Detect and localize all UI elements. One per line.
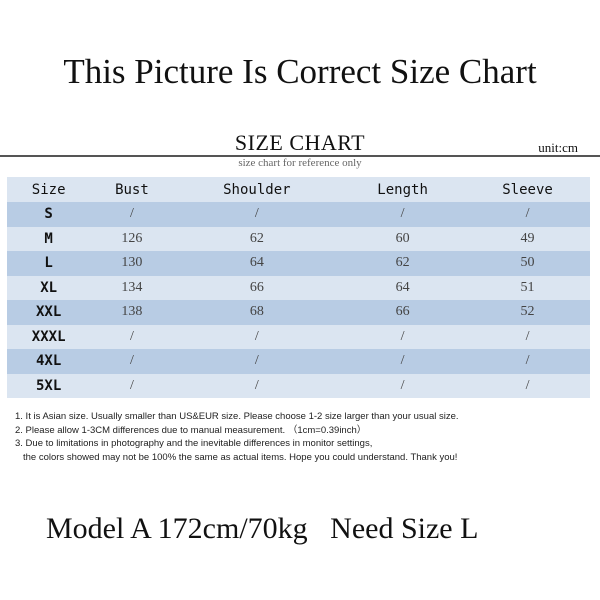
model-note: Model A 172cm/70kg Need Size L (46, 512, 479, 545)
value-cell: 64 (249, 255, 264, 271)
divider (0, 155, 600, 157)
note-1: 1. It is Asian size. Usually smaller tha… (15, 411, 459, 422)
size-cell: XXXL (31, 328, 66, 345)
value-cell: / (129, 328, 134, 344)
note-2: 2. Please allow 1-3CM differences due to… (15, 424, 367, 436)
header-bust: Bust (115, 181, 149, 198)
size-cell: XL (40, 279, 58, 296)
size-cell: L (44, 255, 53, 272)
value-cell: 51 (520, 279, 535, 295)
size-cell: M (44, 230, 53, 247)
size-chart-title: SIZE CHART (234, 130, 366, 155)
value-cell: / (254, 206, 259, 222)
value-cell: 130 (121, 255, 143, 271)
table-row: 5XL / / / / (7, 373, 590, 398)
value-cell: 60 (395, 230, 410, 246)
size-cell: 4XL (35, 353, 62, 370)
value-cell: / (129, 206, 134, 222)
value-cell: / (400, 353, 405, 369)
value-cell: 49 (520, 230, 535, 246)
table-row: M 126 62 60 49 (7, 226, 590, 251)
value-cell: / (525, 206, 530, 222)
size-cell: 5XL (35, 377, 62, 394)
value-cell: / (525, 353, 530, 369)
note-3: 3. Due to limitations in photography and… (15, 438, 373, 449)
table-row: S / / / / (7, 202, 590, 227)
header-shoulder: Shoulder (223, 181, 291, 198)
notes: 1. It is Asian size. Usually smaller tha… (15, 410, 459, 464)
table-header-row: Size Bust Shoulder Length Sleeve (7, 177, 590, 202)
value-cell: 138 (121, 304, 143, 320)
size-chart-subtitle: size chart for reference only (238, 157, 362, 169)
table-row: L 130 64 62 50 (7, 251, 590, 276)
size-table: Size Bust Shoulder Length Sleeve S / / / / M 1… (7, 177, 590, 398)
value-cell: 68 (249, 304, 264, 320)
value-cell: 66 (395, 304, 410, 320)
value-cell: 52 (520, 304, 535, 320)
value-cell: / (254, 328, 259, 344)
value-cell: 62 (249, 230, 264, 246)
value-cell: 64 (395, 279, 410, 295)
table-row: 4XL / / / / (7, 349, 590, 374)
value-cell: / (254, 377, 259, 393)
table-row: XXL 138 68 66 52 (7, 300, 590, 325)
table-row: XL 134 66 64 51 (7, 275, 590, 300)
value-cell: / (129, 377, 134, 393)
size-cell: S (44, 206, 53, 223)
page-title: This Picture Is Correct Size Chart (63, 52, 537, 91)
value-cell: / (254, 353, 259, 369)
note-3-continued: the colors showed may not be 100% the sa… (23, 451, 458, 463)
unit-label: unit:cm (538, 140, 578, 155)
header-sleeve: Sleeve (502, 181, 553, 198)
value-cell: 126 (121, 230, 143, 246)
header-length: Length (377, 181, 428, 198)
value-cell: 50 (520, 255, 535, 271)
header-size: Size (31, 181, 66, 198)
value-cell: / (525, 328, 530, 344)
value-cell: / (400, 328, 405, 344)
value-cell: / (129, 353, 134, 369)
value-cell: / (400, 206, 405, 222)
value-cell: 62 (395, 255, 410, 271)
table-row: XXXL / / / / (7, 324, 590, 349)
value-cell: / (525, 377, 530, 393)
value-cell: / (400, 377, 405, 393)
size-cell: XXL (35, 304, 62, 321)
value-cell: 66 (249, 279, 264, 295)
value-cell: 134 (121, 279, 143, 295)
